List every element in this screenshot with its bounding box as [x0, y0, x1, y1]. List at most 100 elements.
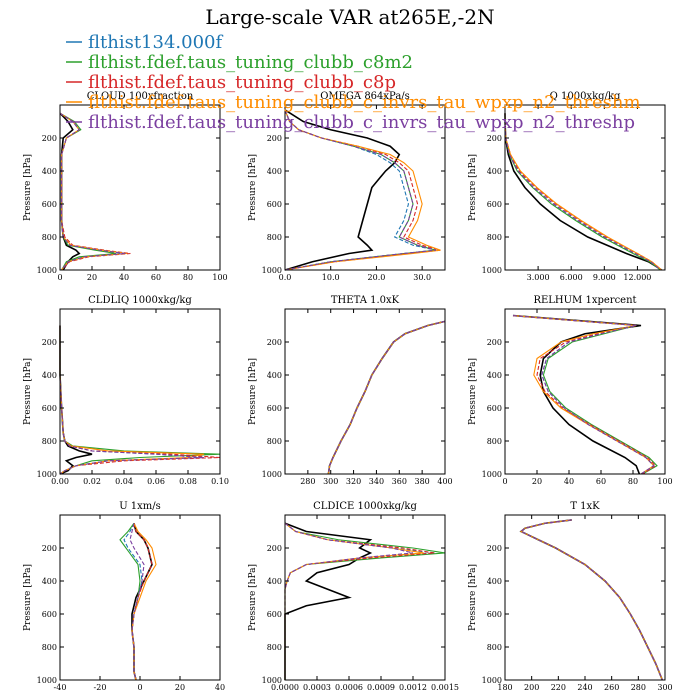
x-tick-label: 0.0003: [303, 683, 331, 692]
x-tick-label: 0.04: [115, 477, 133, 486]
y-tick-label: 400: [487, 577, 502, 586]
y-axis-label: Pressure [hPa]: [248, 154, 258, 221]
x-tick-label: 280: [631, 683, 646, 692]
x-tick-label: 40: [215, 683, 225, 692]
series-line-black: [504, 113, 663, 271]
series-line-blue: [123, 523, 143, 681]
legend-label: flthist134.000f: [88, 32, 223, 53]
y-tick-label: 400: [267, 577, 282, 586]
x-tick-label: 220: [551, 683, 566, 692]
x-tick-label: 0.10: [211, 477, 229, 486]
x-tick-label: 10.0: [322, 273, 340, 282]
y-tick-label: 200: [267, 544, 282, 553]
series-line-black: [131, 523, 153, 681]
series-line-red: [512, 315, 657, 475]
series-line-purple: [504, 113, 661, 271]
y-axis-label: Pressure [hPa]: [23, 564, 33, 631]
y-tick-label: 200: [267, 338, 282, 347]
x-tick-label: 9.000: [593, 273, 616, 282]
panel-title: RELHUM 1xpercent: [533, 295, 636, 306]
series-line-orange: [504, 113, 663, 271]
y-axis-label: Pressure [hPa]: [468, 564, 478, 631]
y-tick-label: 400: [267, 167, 282, 176]
series-line-orange: [284, 109, 441, 271]
y-tick-label: 200: [267, 134, 282, 143]
plot-frame: [284, 308, 446, 475]
x-tick-label: 6.000: [560, 273, 583, 282]
series-line-green: [284, 522, 446, 680]
y-tick-label: 1000: [37, 266, 57, 275]
y-tick-label: 800: [267, 437, 282, 446]
x-tick-label: 0: [137, 683, 142, 692]
y-tick-label: 1000: [37, 470, 57, 479]
y-tick-label: 1000: [37, 676, 57, 685]
x-tick-label: 360: [392, 477, 407, 486]
x-tick-label: 20: [532, 477, 542, 486]
y-tick-label: 400: [42, 371, 57, 380]
y-tick-label: 1000: [262, 266, 282, 275]
panel-6: RELHUM 1xpercent Pressure [hPa] 0 20 40 60 80 1…: [468, 295, 673, 486]
x-tick-label: 200: [524, 683, 539, 692]
y-tick-label: 1000: [262, 470, 282, 479]
plot-frame: [504, 104, 666, 271]
panel-1: CLOUD 100xfraction Pressure [hPa] 0 20 40 60 8…: [23, 91, 228, 282]
y-tick-label: 200: [487, 544, 502, 553]
x-tick-label: 80: [628, 477, 638, 486]
legend-label: flthist.fdef.taus_tuning_clubb_c8m2: [88, 52, 413, 73]
series-line-blue: [284, 522, 435, 680]
y-tick-label: 600: [487, 404, 502, 413]
plot-frame: [504, 308, 666, 475]
y-tick-label: 200: [487, 134, 502, 143]
y-axis-label: Pressure [hPa]: [23, 154, 33, 221]
y-tick-label: 200: [487, 338, 502, 347]
panel-5: THETA 1.0xK Pressure [hPa] 280 300 320 340 360…: [248, 295, 453, 486]
y-tick-label: 400: [487, 371, 502, 380]
series-line-red: [131, 523, 153, 681]
panel-title: CLDLIQ 1000xkg/kg: [88, 295, 192, 306]
x-tick-label: 0.08: [179, 477, 197, 486]
y-tick-label: 800: [267, 233, 282, 242]
y-axis-label: Pressure [hPa]: [468, 358, 478, 425]
y-tick-label: 800: [487, 643, 502, 652]
series-line-red: [59, 112, 131, 271]
panel-title: CLDICE 1000xkg/kg: [313, 501, 417, 512]
panel-title: CLOUD 100xfraction: [87, 91, 194, 102]
y-tick-label: 600: [487, 610, 502, 619]
x-tick-label: 340: [369, 477, 384, 486]
x-tick-label: 0: [502, 477, 507, 486]
x-tick-label: 100: [657, 477, 672, 486]
panel-3: Q 1000xkg/kg Pressure [hPa] 3.000 6.000 9.00…: [468, 91, 666, 282]
x-tick-label: 0.0015: [431, 683, 459, 692]
y-tick-label: 200: [42, 134, 57, 143]
legend-label: flthist.fdef.taus_tuning_clubb_c8p: [88, 72, 396, 93]
series-line-red: [284, 522, 435, 680]
y-tick-label: 800: [487, 437, 502, 446]
y-tick-label: 400: [487, 167, 502, 176]
series-line-purple: [284, 109, 437, 271]
y-axis-label: Pressure [hPa]: [23, 358, 33, 425]
y-tick-label: 800: [42, 643, 57, 652]
x-tick-label: -20: [94, 683, 107, 692]
y-axis-label: Pressure [hPa]: [468, 154, 478, 221]
series-line-green: [519, 519, 663, 681]
x-tick-label: 80: [183, 273, 193, 282]
x-tick-label: 380: [415, 477, 430, 486]
panel-title: OMEGA 864xPa/s: [320, 91, 410, 102]
x-tick-label: 20: [175, 683, 185, 692]
y-tick-label: 600: [42, 404, 57, 413]
x-tick-label: -40: [54, 683, 67, 692]
x-tick-label: 0.0009: [367, 683, 395, 692]
legend-label: flthist.fdef.taus_tuning_clubb_c_invrs_t…: [88, 112, 635, 133]
series-line-red: [504, 113, 663, 271]
panel-8: CLDICE 1000xkg/kg Pressure [hPa] 0.0000 0.0…: [248, 501, 459, 692]
x-tick-label: 300: [657, 683, 672, 692]
y-tick-label: 400: [42, 167, 57, 176]
series-line-purple: [59, 325, 205, 475]
series-line-orange: [327, 320, 446, 475]
plot-frame: [504, 514, 666, 681]
y-tick-label: 1000: [482, 470, 502, 479]
y-tick-label: 800: [42, 437, 57, 446]
series-line-orange: [519, 519, 663, 681]
panel-4: CLDLIQ 1000xkg/kg Pressure [hPa] 0.00 0.02 0…: [23, 295, 229, 486]
y-tick-label: 1000: [482, 676, 502, 685]
